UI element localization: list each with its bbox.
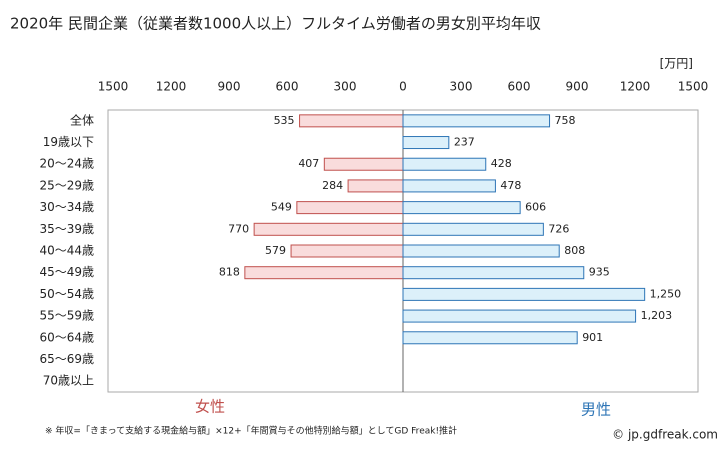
x-tick-label: 1200 [620, 80, 651, 94]
category-label: 45〜49歳 [39, 265, 94, 279]
value-label: 818 [219, 266, 240, 279]
x-tick-label: 1200 [156, 80, 187, 94]
bar [402, 266, 585, 280]
bar [347, 179, 404, 193]
category-label: 25〜29歳 [39, 178, 94, 192]
value-label: 579 [265, 244, 286, 257]
category-label: 全体 [70, 112, 94, 127]
value-label: 758 [555, 114, 576, 127]
bar [402, 222, 544, 236]
bar [402, 157, 487, 171]
value-label: 770 [228, 222, 249, 235]
value-label: 237 [454, 136, 475, 149]
category-label: 70歳以上 [43, 374, 94, 388]
value-label: 407 [298, 157, 319, 170]
value-label: 428 [491, 157, 512, 170]
category-label: 50〜54歳 [39, 287, 94, 301]
bar [244, 266, 404, 280]
value-label: 935 [589, 266, 610, 279]
x-tick-label: 300 [450, 80, 473, 94]
credit: © jp.gdfreak.com [612, 428, 718, 442]
bar [290, 244, 404, 258]
category-label: 55〜59歳 [39, 309, 94, 323]
value-label: 535 [274, 114, 295, 127]
bar [402, 114, 551, 128]
value-label: 901 [582, 331, 603, 344]
bar [402, 201, 521, 215]
legend-label: 男性 [581, 401, 611, 419]
chart-title: 2020年 民間企業（従業者数1000人以上）フルタイム労働者の男女別平均年収 [10, 15, 541, 33]
category-label: 19歳以下 [43, 135, 94, 149]
category-label: 35〜39歳 [39, 222, 94, 236]
category-label: 65〜69歳 [39, 352, 94, 366]
x-tick-label: 1500 [98, 80, 129, 94]
bar [323, 157, 404, 171]
value-label: 726 [548, 222, 569, 235]
x-tick-label: 600 [276, 80, 299, 94]
value-label: 606 [525, 201, 546, 214]
bar [402, 309, 637, 323]
unit-label: [万円] [660, 57, 693, 71]
x-tick-label: 600 [508, 80, 531, 94]
bar [296, 201, 404, 215]
bar [402, 136, 450, 150]
value-label: 1,203 [641, 309, 673, 322]
category-label: 60〜64歳 [39, 330, 94, 344]
category-label: 20〜24歳 [39, 157, 94, 171]
x-tick-label: 900 [218, 80, 241, 94]
bar [402, 331, 578, 345]
legend-label: 女性 [195, 398, 225, 416]
bar [299, 114, 404, 128]
bar [402, 244, 560, 258]
bar [253, 222, 404, 236]
value-label: 808 [564, 244, 585, 257]
category-label: 30〜34歳 [39, 200, 94, 214]
value-label: 1,250 [650, 287, 682, 300]
category-label: 40〜44歳 [39, 244, 94, 258]
value-label: 549 [271, 201, 292, 214]
value-label: 284 [322, 179, 343, 192]
x-tick-label: 1500 [678, 80, 709, 94]
x-tick-label: 900 [566, 80, 589, 94]
value-label: 478 [500, 179, 521, 192]
x-tick-label: 0 [399, 80, 407, 94]
bar [402, 179, 496, 193]
bar [402, 287, 646, 301]
footnote: ※ 年収=「きまって支給する現金給与額」×12+「年間賞与その他特別給与額」とし… [45, 425, 457, 437]
x-tick-label: 300 [334, 80, 357, 94]
